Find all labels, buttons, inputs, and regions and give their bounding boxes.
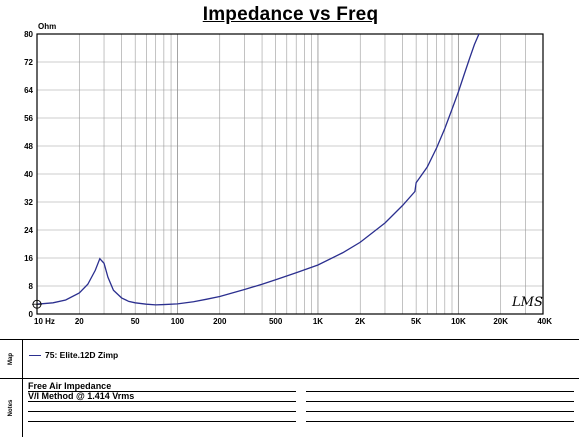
note-line: V/I Method @ 1.414 Vrms bbox=[28, 392, 296, 402]
y-tick-label: 8 bbox=[29, 282, 34, 291]
chart-title: Impedance vs Freq bbox=[202, 4, 379, 25]
note-line: Free Air Impedance bbox=[28, 382, 296, 392]
note-line-blank bbox=[306, 412, 574, 422]
legend-entry-label: 75: Elite.12D Zimp bbox=[45, 350, 119, 360]
note-line-blank bbox=[306, 392, 574, 402]
y-axis-label: Ohm bbox=[38, 22, 56, 31]
y-tick-label: 16 bbox=[24, 254, 33, 263]
x-tick-label: 20 bbox=[75, 317, 84, 326]
legend-swatch bbox=[29, 354, 41, 356]
x-tick-label: 200 bbox=[213, 317, 227, 326]
map-label: Map bbox=[8, 353, 14, 365]
y-tick-label: 0 bbox=[29, 310, 34, 319]
lms-logo: LMS bbox=[511, 295, 543, 310]
map-side-label: Map bbox=[0, 340, 23, 378]
x-tick-label: 20K bbox=[493, 317, 508, 326]
y-tick-label: 64 bbox=[24, 86, 33, 95]
x-tick-label: 50 bbox=[131, 317, 140, 326]
map-panel: Map 75: Elite.12D Zimp bbox=[0, 339, 579, 379]
notes-side-label: Notes bbox=[0, 378, 23, 437]
x-tick-label: 500 bbox=[269, 317, 283, 326]
y-tick-label: 56 bbox=[24, 114, 33, 123]
note-line-blank bbox=[306, 402, 574, 412]
plot-frame bbox=[36, 33, 544, 315]
x-tick-label: 1K bbox=[313, 317, 323, 326]
y-tick-label: 24 bbox=[24, 226, 33, 235]
x-tick-label: 40K bbox=[537, 317, 552, 326]
notes-left-column: Free Air Impedance V/I Method @ 1.414 Vr… bbox=[28, 382, 296, 422]
note-line bbox=[28, 412, 296, 422]
map-legend-entry: 75: Elite.12D Zimp bbox=[29, 350, 118, 360]
impedance-chart: 0 8 16 24 32 40 48 56 64 72 80 Ohm 10 Hz 20 50 100 200 50… bbox=[24, 22, 552, 326]
impedance-curve bbox=[36, 33, 480, 306]
notes-right-column bbox=[306, 382, 574, 422]
y-tick-label: 40 bbox=[24, 170, 33, 179]
x-tick-label: 10 Hz bbox=[34, 317, 55, 326]
note-line-blank bbox=[306, 382, 574, 392]
x-tick-label: 10K bbox=[451, 317, 466, 326]
y-tick-label: 80 bbox=[24, 30, 33, 39]
y-tick-label: 72 bbox=[24, 58, 33, 67]
y-tick-label: 48 bbox=[24, 142, 33, 151]
notes-label: Notes bbox=[8, 399, 14, 416]
note-line bbox=[28, 402, 296, 412]
x-tick-label: 5K bbox=[411, 317, 421, 326]
x-tick-label: 100 bbox=[171, 317, 185, 326]
notes-panel: Notes Free Air Impedance V/I Method @ 1.… bbox=[0, 378, 579, 437]
y-tick-label: 32 bbox=[24, 198, 33, 207]
x-tick-label: 2K bbox=[355, 317, 365, 326]
